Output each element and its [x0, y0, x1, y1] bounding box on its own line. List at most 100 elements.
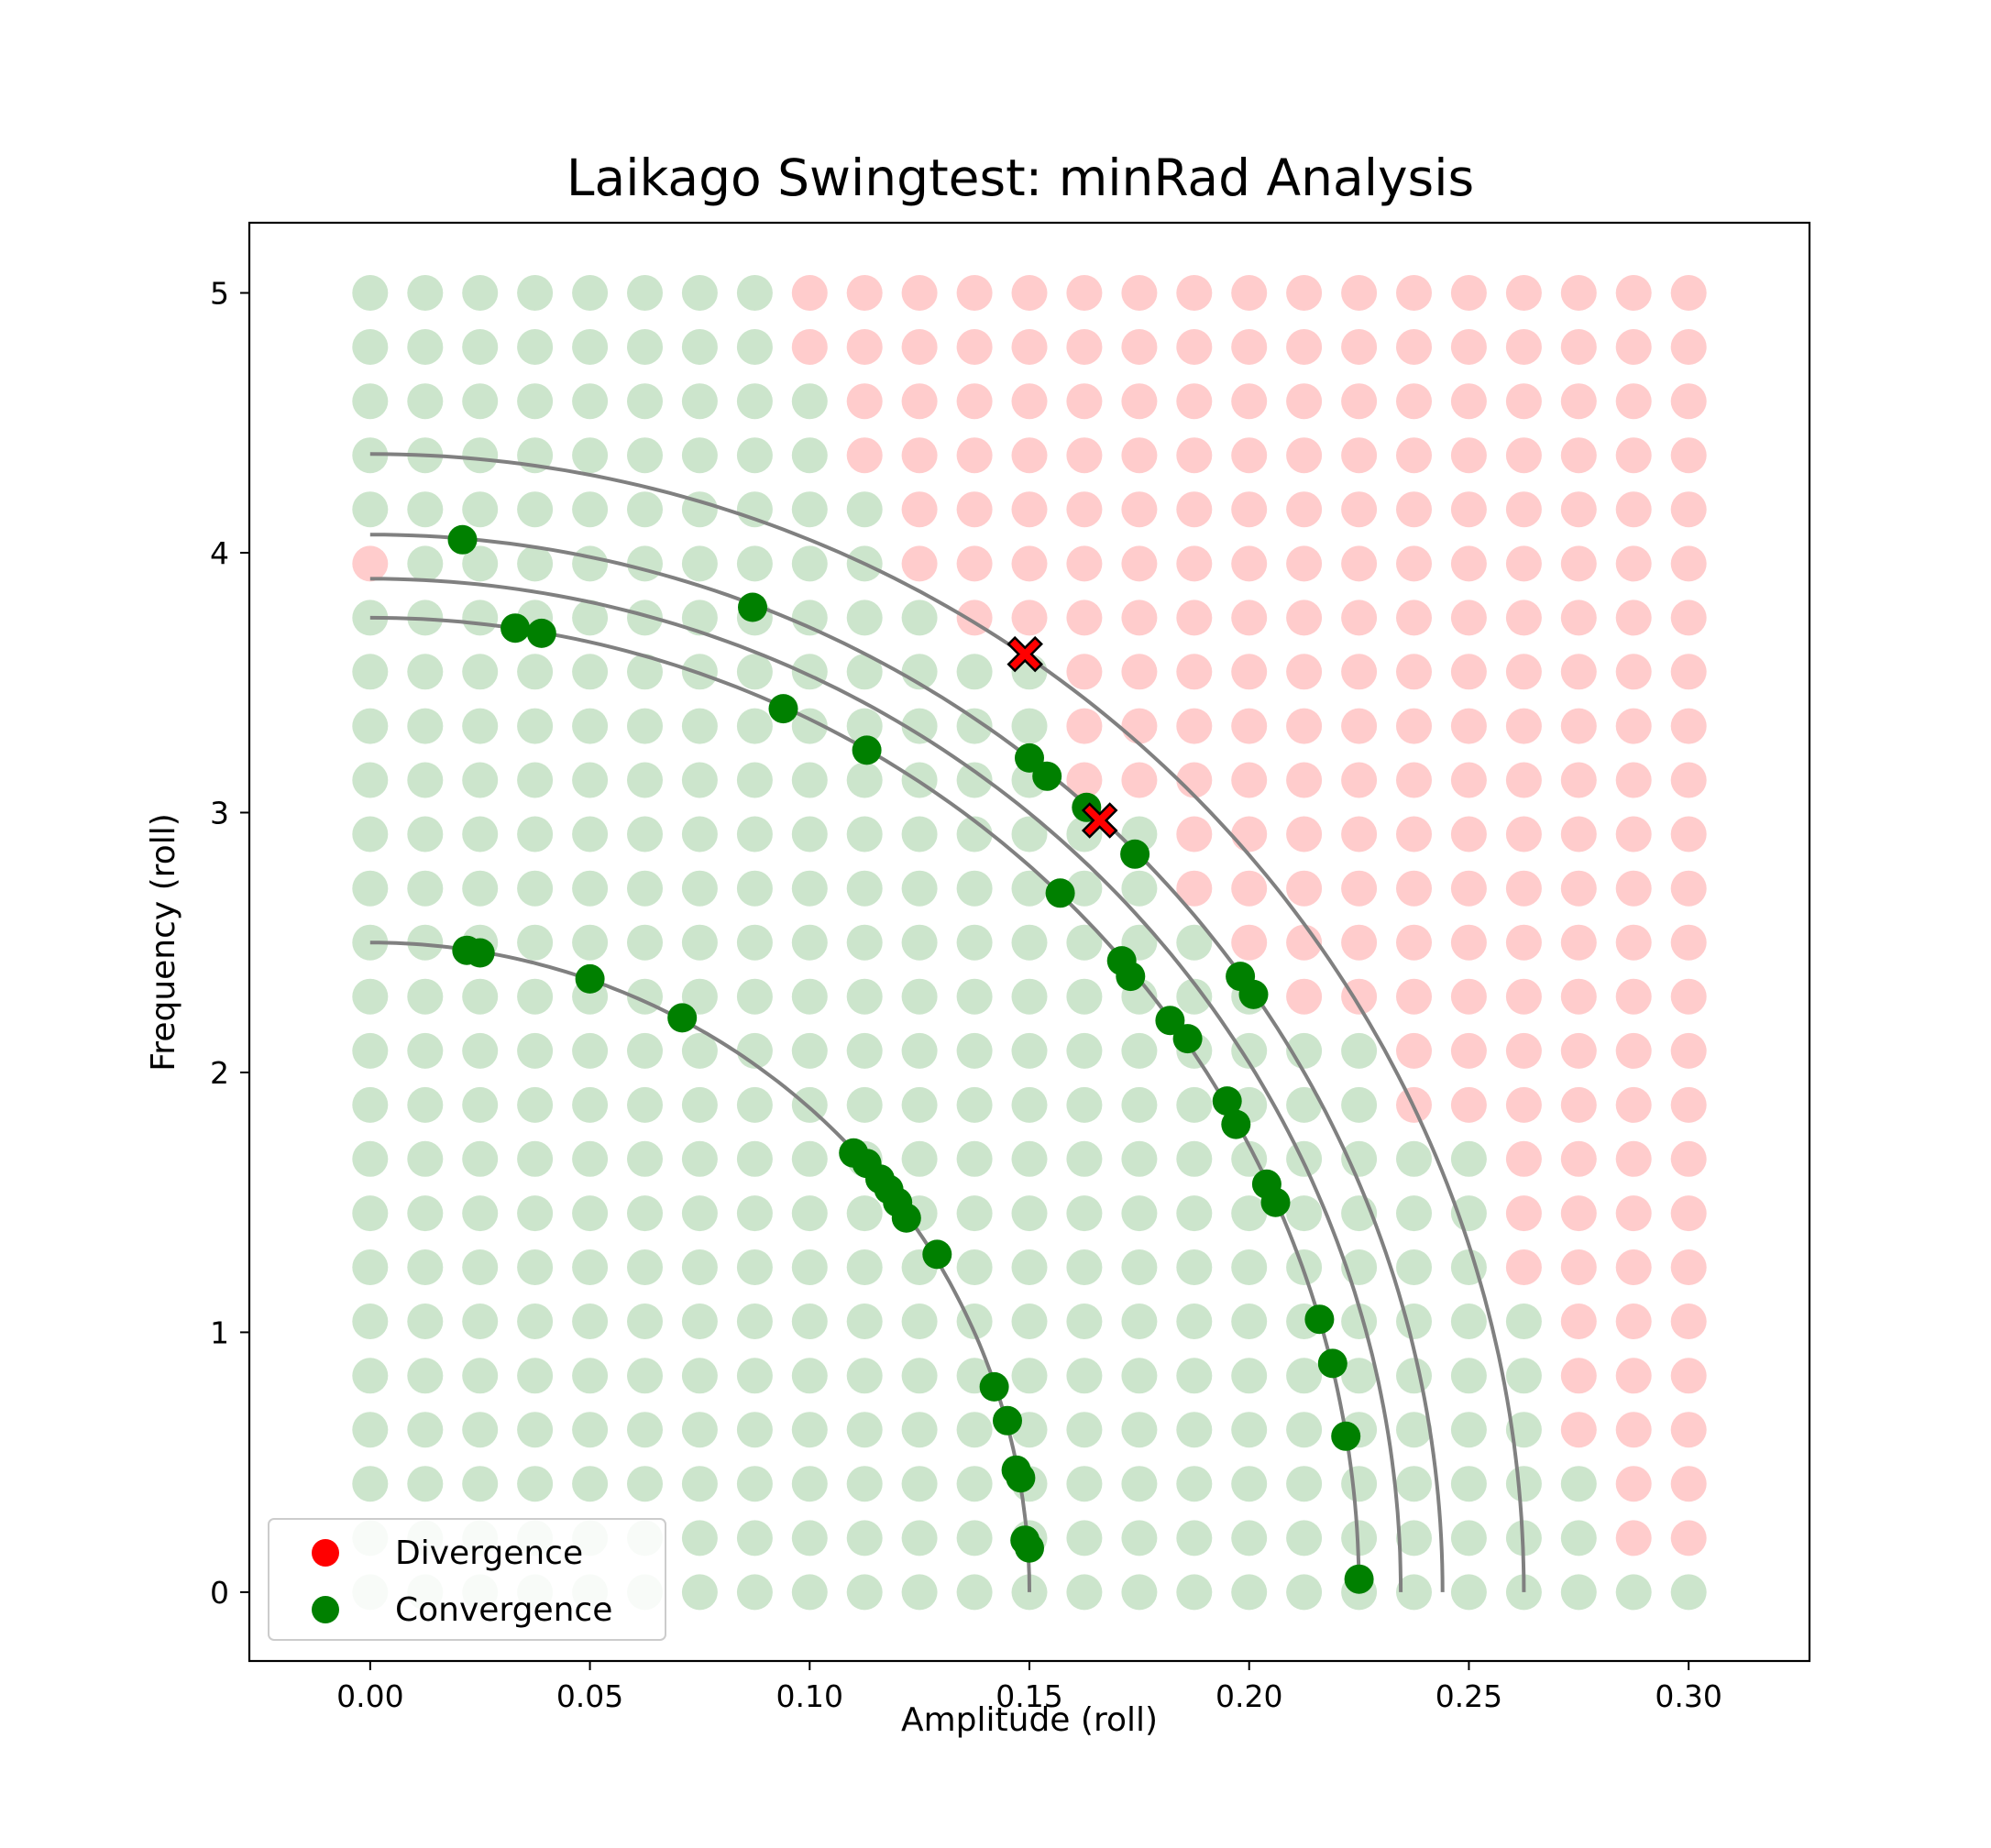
grid-point-convergence [407, 1195, 444, 1232]
grid-point-convergence [517, 1032, 554, 1069]
grid-point-divergence [1396, 275, 1432, 311]
x-tick-label: 0.20 [1216, 1678, 1282, 1714]
grid-point-convergence [407, 762, 444, 798]
convergence-point [500, 613, 531, 644]
grid-point-convergence [627, 329, 663, 365]
grid-point-divergence [1396, 491, 1432, 528]
grid-point-divergence [1670, 275, 1707, 311]
grid-point-convergence [1011, 1086, 1048, 1123]
grid-point-divergence [1560, 383, 1597, 420]
grid-point-convergence [681, 870, 718, 907]
grid-point-divergence [901, 275, 938, 311]
grid-point-divergence [1286, 978, 1323, 1015]
grid-point-convergence [791, 1520, 828, 1556]
grid-point-divergence [1615, 708, 1652, 744]
grid-point-divergence [1396, 654, 1432, 690]
grid-point-convergence [517, 1412, 554, 1448]
grid-point-convergence [1286, 1140, 1323, 1177]
grid-point-divergence [1341, 329, 1378, 365]
grid-point-convergence [956, 870, 993, 907]
grid-point-convergence [1450, 1140, 1487, 1177]
grid-point-divergence [1231, 491, 1268, 528]
grid-point-convergence [736, 437, 773, 474]
grid-point-convergence [572, 491, 609, 528]
radius-curve-5 [369, 452, 1526, 1592]
grid-point-convergence [791, 762, 828, 798]
grid-point-divergence [1505, 870, 1542, 907]
grid-point-divergence [1670, 1032, 1707, 1069]
grid-point-divergence [1615, 1520, 1652, 1556]
grid-point-convergence [627, 1249, 663, 1285]
grid-point-convergence [627, 654, 663, 690]
grid-point-divergence [1560, 1195, 1597, 1232]
grid-point-divergence [1670, 383, 1707, 420]
convergence-point [1032, 761, 1062, 791]
grid-point-convergence [901, 816, 938, 852]
grid-point-convergence [407, 329, 444, 365]
grid-point-convergence [901, 1520, 938, 1556]
convergence-point [447, 524, 478, 555]
grid-point-convergence [572, 600, 609, 636]
grid-point-convergence [901, 924, 938, 961]
grid-point-divergence [1066, 437, 1103, 474]
grid-point-divergence [1396, 383, 1432, 420]
grid-point-divergence [1341, 437, 1378, 474]
grid-point-divergence [1670, 1304, 1707, 1339]
grid-point-divergence [1066, 491, 1103, 528]
grid-point-divergence [901, 491, 938, 528]
grid-point-convergence [1066, 870, 1103, 907]
grid-point-divergence [1231, 762, 1268, 798]
y-tick-label: 0 [210, 1575, 229, 1611]
grid-point-divergence [1121, 437, 1158, 474]
grid-point-convergence [1066, 1195, 1103, 1232]
grid-point-convergence [517, 708, 554, 744]
grid-point-divergence [1450, 437, 1487, 474]
grid-point-convergence [1450, 1520, 1487, 1556]
grid-point-divergence [1396, 978, 1432, 1015]
grid-point-convergence [1396, 1574, 1432, 1611]
grid-point-convergence [517, 654, 554, 690]
grid-point-divergence [1450, 762, 1487, 798]
grid-point-convergence [1121, 1574, 1158, 1611]
grid-point-convergence [736, 1466, 773, 1502]
grid-point-convergence [1396, 1358, 1432, 1394]
grid-point-divergence [1560, 545, 1597, 582]
grid-point-divergence [1560, 491, 1597, 528]
grid-point-divergence [1066, 654, 1103, 690]
grid-point-convergence [352, 978, 389, 1015]
grid-point-convergence [901, 978, 938, 1015]
grid-point-convergence [462, 816, 499, 852]
grid-point-divergence [1670, 545, 1707, 582]
grid-point-convergence [462, 1032, 499, 1069]
grid-point-divergence [1176, 816, 1213, 852]
grid-point-divergence [1670, 924, 1707, 961]
legend-box [268, 1518, 666, 1641]
convergence-point [1015, 1533, 1044, 1563]
grid-point-convergence [407, 1086, 444, 1123]
grid-point-convergence [846, 600, 883, 636]
grid-point-convergence [627, 708, 663, 744]
grid-point-convergence [956, 1574, 993, 1611]
grid-point-convergence [1341, 1466, 1378, 1502]
grid-point-divergence [791, 329, 828, 365]
grid-point-convergence [736, 1304, 773, 1339]
grid-point-divergence [1560, 1140, 1597, 1177]
grid-point-divergence [1560, 1304, 1597, 1339]
grid-point-convergence [352, 1249, 389, 1285]
convergence-point [891, 1203, 921, 1233]
grid-point-divergence [1615, 383, 1652, 420]
grid-point-convergence [791, 545, 828, 582]
grid-point-divergence [1121, 708, 1158, 744]
grid-point-divergence [901, 383, 938, 420]
grid-point-convergence [572, 383, 609, 420]
grid-point-convergence [1066, 1358, 1103, 1394]
grid-point-convergence [681, 1140, 718, 1177]
grid-point-convergence [681, 383, 718, 420]
grid-point-convergence [1066, 1412, 1103, 1448]
grid-point-convergence [572, 1195, 609, 1232]
grid-point-convergence [901, 708, 938, 744]
grid-point-convergence [352, 1032, 389, 1069]
grid-point-divergence [1066, 275, 1103, 311]
grid-point-divergence [1560, 978, 1597, 1015]
grid-point-divergence [1505, 654, 1542, 690]
